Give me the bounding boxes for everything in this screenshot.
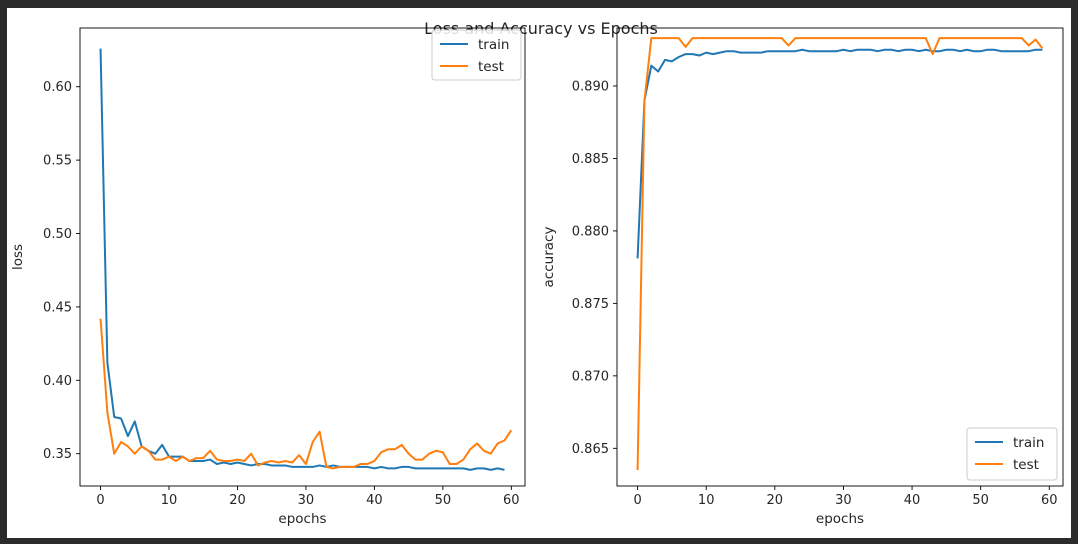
figure: Loss and Accuracy vs Epochs 0 10 20 30 40 50 6… (7, 8, 1071, 538)
y-tick-label: 0.865 (572, 442, 609, 457)
series-line-test (636, 37, 1044, 471)
legend: train test (431, 29, 522, 81)
x-tick-label: 10 (161, 493, 178, 508)
x-tick-label: 40 (366, 493, 383, 508)
x-tick-label: 60 (1041, 493, 1058, 508)
x-tick-label: 0 (96, 493, 104, 508)
x-tick-label: 40 (904, 493, 921, 508)
x-tick-label: 30 (835, 493, 852, 508)
chart-canvas: Loss and Accuracy vs Epochs 0 10 20 30 40 50 6… (10, 19, 1064, 527)
legend-box (431, 29, 522, 81)
accuracy-plot: 0 10 20 30 40 50 60 0.865 0.870 0.875 0.880 0.885 0.… (541, 27, 1064, 527)
y-tick-label: 0.880 (572, 224, 609, 239)
y-tick-label: 0.45 (43, 300, 72, 315)
series-line-test (99, 318, 513, 470)
y-tick-label: 0.35 (43, 447, 72, 462)
legend-label-train: train (478, 37, 509, 53)
x-tick-label: 10 (698, 493, 715, 508)
x-tick-label: 30 (298, 493, 315, 508)
x-axis-label: epochs (816, 511, 864, 527)
y-tick-label: 0.885 (572, 152, 609, 167)
series-line-train (636, 48, 1043, 259)
series-line-train (99, 48, 505, 471)
y-tick-label: 0.55 (43, 154, 72, 169)
x-tick-label: 20 (229, 493, 246, 508)
loss-plot: 0 10 20 30 40 50 60 0.35 0.40 0.45 0.50 0.55 0.60 epo… (10, 27, 526, 527)
y-tick-label: 0.890 (572, 79, 609, 94)
legend-label-test: test (478, 59, 504, 75)
x-axis-label: epochs (278, 511, 326, 527)
y-tick-label: 0.50 (43, 227, 72, 242)
legend-label-train: train (1013, 435, 1044, 451)
legend-label-test: test (1013, 457, 1039, 473)
y-tick-label: 0.60 (43, 80, 72, 95)
y-tick-label: 0.870 (572, 369, 609, 384)
y-tick-label: 0.875 (572, 297, 609, 312)
y-tick-label: 0.40 (43, 374, 72, 389)
x-tick-label: 50 (972, 493, 989, 508)
axes-frame (79, 27, 526, 487)
y-axis-label: accuracy (541, 227, 557, 288)
x-tick-label: 60 (503, 493, 520, 508)
y-axis-label: loss (10, 244, 26, 270)
x-tick-label: 50 (435, 493, 452, 508)
x-tick-label: 20 (767, 493, 784, 508)
axes-frame (616, 27, 1064, 487)
legend: train test (966, 427, 1058, 481)
x-tick-label: 0 (633, 493, 641, 508)
